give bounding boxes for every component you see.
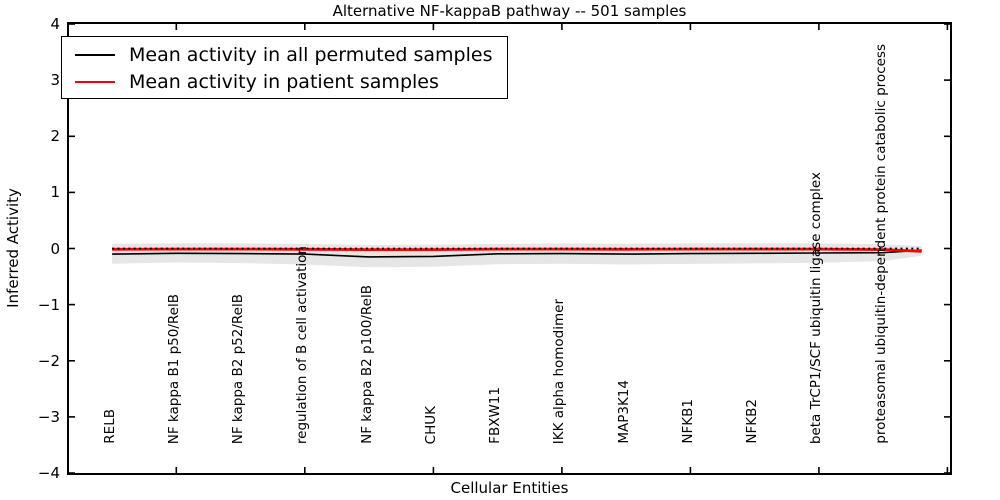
legend-line-sample-red-icon [75,80,115,83]
x-category-label: NF kappa B1 p50/RelB [165,293,182,444]
y-tick-label: 0 [50,239,60,258]
x-category-label: beta TrCP1/SCF ubiquitin ligase complex [808,171,825,444]
x-category-label: NF kappa B2 p100/RelB [358,285,375,444]
legend-label: Mean activity in patient samples [129,70,439,93]
x-category-label: NFKB2 [744,399,761,444]
y-tick-label: 3 [50,71,60,90]
x-category-label: CHUK [422,405,439,444]
y-tick-label: −3 [37,407,60,426]
plot-canvas [69,24,950,473]
y-tick-label: −2 [37,351,60,370]
x-category-label: IKK alpha homodimer [551,298,568,444]
x-category-label: NFKB1 [679,399,696,444]
x-category-label: FBXW11 [487,387,504,444]
x-category-label: regulation of B cell activation [294,245,311,444]
x-category-label: RELB [101,409,118,444]
x-category-label: NF kappa B2 p52/RelB [230,293,247,444]
permuted-mean-line [112,249,922,258]
y-tick-label: −4 [37,464,60,482]
legend-label: Mean activity in all permuted samples [129,43,493,66]
y-tick-label: −1 [37,295,60,314]
x-category-label: proteasomal ubiquitin-dependent protein … [872,44,889,444]
legend-entry-permuted: Mean activity in all permuted samples [75,41,507,68]
legend-entry-patient: Mean activity in patient samples [75,68,507,95]
y-tick-label: 1 [50,183,60,202]
y-tick-label: 4 [50,15,60,33]
legend-line-sample-black-icon [75,53,115,56]
uncertainty-band [112,243,922,268]
x-category-label: MAP3K14 [615,380,632,444]
x-axis-label: Cellular Entities [450,479,569,497]
legend: Mean activity in all permuted samples Me… [61,36,508,99]
chart-title: Alternative NF-kappaB pathway -- 501 sam… [332,2,687,20]
y-tick-label: 2 [50,127,60,146]
